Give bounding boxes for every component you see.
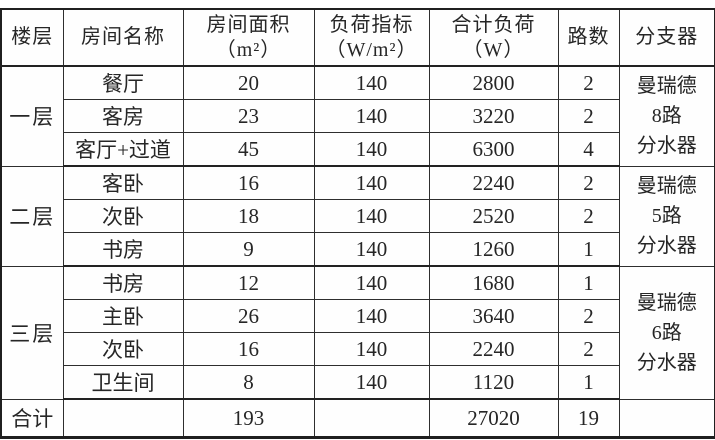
- total-load-cell: 1680: [428, 265, 559, 300]
- circuits-cell: 2: [557, 65, 620, 100]
- room-name-cell: 卫生间: [62, 365, 184, 400]
- branch-cell-1f: 曼瑞德 8路 分水器: [618, 65, 715, 167]
- table-body: 一层 餐厅 20 140 2800 2 曼瑞德 8路 分水器 客房 23 140…: [0, 65, 715, 400]
- circuits-cell: 4: [557, 132, 620, 167]
- header-floor: 楼层: [0, 8, 64, 67]
- header-room-area: 房间面积 （m²）: [182, 8, 315, 67]
- header-row: 楼层 房间名称 房间面积 （m²） 负荷指标 （W/m²） 合计负荷 （W） 路…: [0, 8, 715, 67]
- load-index-cell: 140: [313, 165, 430, 200]
- room-name-cell: 客房: [62, 99, 184, 133]
- total-load-sum-cell: 27020: [428, 398, 559, 438]
- circuits-cell: 2: [557, 332, 620, 366]
- floor-cell-1f: 一层: [0, 65, 64, 167]
- table-row: 主卧 26 140 3640 2: [1, 299, 715, 333]
- floor-cell-2f: 二层: [0, 165, 64, 267]
- room-name-cell: 书房: [62, 265, 184, 300]
- table-row: 卫生间 8 140 1120 1: [1, 365, 715, 400]
- total-load-cell: 3220: [428, 99, 559, 133]
- table-row: 次卧 16 140 2240 2: [1, 332, 715, 366]
- room-name-cell: 次卧: [62, 332, 184, 366]
- header-room-name: 房间名称: [62, 8, 184, 67]
- table-row: 客厅+过道 45 140 6300 4: [1, 132, 715, 167]
- total-load-cell: 1120: [428, 365, 559, 400]
- header-branch: 分支器: [618, 8, 715, 67]
- heating-load-table: 楼层 房间名称 房间面积 （m²） 负荷指标 （W/m²） 合计负荷 （W） 路…: [0, 8, 715, 439]
- room-name-cell: 次卧: [62, 199, 184, 233]
- header-load-index: 负荷指标 （W/m²）: [313, 8, 430, 67]
- table-row: 二层 客卧 16 140 2240 2 曼瑞德 5路 分水器: [0, 165, 715, 267]
- total-row: 合计 193 27020 19: [0, 398, 715, 438]
- header-circuits: 路数: [557, 8, 620, 67]
- circuits-cell: 2: [557, 165, 620, 200]
- area-cell: 8: [182, 365, 315, 400]
- area-cell: 12: [182, 265, 315, 300]
- total-load-cell: 2800: [428, 65, 559, 100]
- area-cell: 20: [182, 65, 315, 100]
- total-area-cell: 193: [182, 398, 315, 438]
- circuits-cell: 1: [557, 232, 620, 267]
- area-cell: 45: [182, 132, 315, 167]
- table-header: 楼层 房间名称 房间面积 （m²） 负荷指标 （W/m²） 合计负荷 （W） 路…: [0, 8, 715, 67]
- area-cell: 16: [182, 332, 315, 366]
- table-row: 书房 9 140 1260 1: [1, 232, 715, 267]
- room-name-cell: 客卧: [62, 165, 184, 200]
- room-name-cell: 餐厅: [62, 65, 184, 100]
- table-footer: 合计 193 27020 19: [0, 398, 715, 438]
- total-load-cell: 2240: [428, 165, 559, 200]
- area-cell: 26: [182, 299, 315, 333]
- total-load-cell: 2240: [428, 332, 559, 366]
- area-cell: 16: [182, 165, 315, 200]
- room-name-cell: 书房: [62, 232, 184, 267]
- circuits-cell: 2: [557, 299, 620, 333]
- floor-cell-3f: 三层: [0, 265, 64, 400]
- total-circuits-cell: 19: [557, 398, 620, 438]
- circuits-cell: 1: [557, 265, 620, 300]
- area-cell: 18: [182, 199, 315, 233]
- load-index-cell: 140: [313, 299, 430, 333]
- load-index-cell: 140: [313, 132, 430, 167]
- table-row: 客房 23 140 3220 2: [1, 99, 715, 133]
- circuits-cell: 2: [557, 199, 620, 233]
- total-load-index-cell: [313, 398, 430, 438]
- total-load-cell: 6300: [428, 132, 559, 167]
- load-index-cell: 140: [313, 65, 430, 100]
- load-index-cell: 140: [313, 99, 430, 133]
- load-index-cell: 140: [313, 365, 430, 400]
- area-cell: 23: [182, 99, 315, 133]
- table-row: 次卧 18 140 2520 2: [1, 199, 715, 233]
- total-room-name-cell: [62, 398, 184, 438]
- table-row: 一层 餐厅 20 140 2800 2 曼瑞德 8路 分水器: [0, 65, 715, 167]
- total-load-cell: 1260: [428, 232, 559, 267]
- total-branch-cell: [618, 398, 715, 438]
- header-total-load: 合计负荷 （W）: [428, 8, 559, 67]
- load-index-cell: 140: [313, 199, 430, 233]
- total-label-cell: 合计: [0, 398, 64, 438]
- load-index-cell: 140: [313, 232, 430, 267]
- total-load-cell: 3640: [428, 299, 559, 333]
- room-name-cell: 主卧: [62, 299, 184, 333]
- load-index-cell: 140: [313, 265, 430, 300]
- branch-cell-2f: 曼瑞德 5路 分水器: [618, 165, 715, 267]
- circuits-cell: 2: [557, 99, 620, 133]
- total-load-cell: 2520: [428, 199, 559, 233]
- area-cell: 9: [182, 232, 315, 267]
- load-index-cell: 140: [313, 332, 430, 366]
- circuits-cell: 1: [557, 365, 620, 400]
- branch-cell-3f: 曼瑞德 6路 分水器: [618, 265, 715, 400]
- room-name-cell: 客厅+过道: [62, 132, 184, 167]
- table-row: 三层 书房 12 140 1680 1 曼瑞德 6路 分水器: [0, 265, 715, 400]
